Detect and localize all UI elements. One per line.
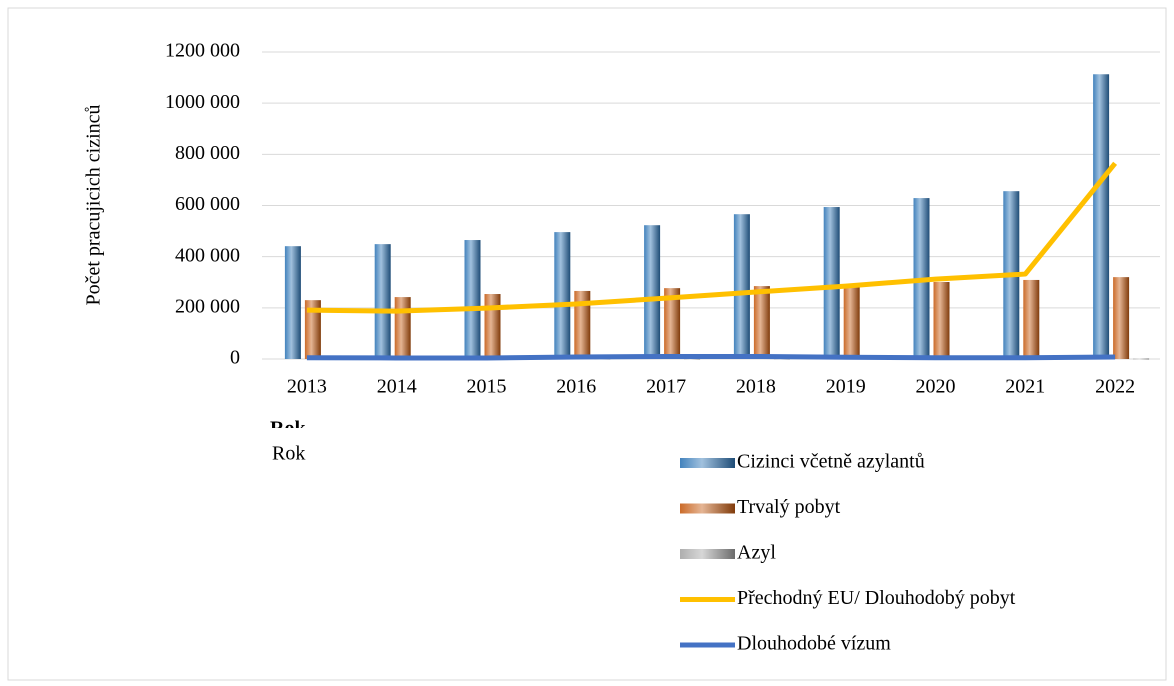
bar (664, 288, 681, 359)
x-tick-label: 2022 (1095, 376, 1135, 398)
legend-swatch (680, 503, 735, 514)
x-axis-title: Rok (272, 443, 305, 465)
bar (733, 214, 750, 359)
bar (394, 297, 411, 359)
bar (284, 246, 301, 359)
y-tick-label: 600 000 (175, 193, 240, 215)
bar (684, 358, 701, 360)
bar (574, 290, 591, 359)
y-tick-label: 1000 000 (165, 91, 240, 113)
y-tick-label: 400 000 (175, 244, 240, 266)
y-tick-label: 1200 000 (165, 40, 240, 62)
legend-label: Dlouhodobé vízum (737, 633, 891, 655)
y-tick-label: 200 000 (175, 295, 240, 317)
legend-swatch (680, 549, 735, 559)
legend-label: Azyl (737, 542, 776, 564)
x-tick-label: 2016 (556, 376, 596, 398)
x-tick-label: 2020 (916, 376, 956, 398)
bar (464, 240, 481, 359)
bar (823, 207, 840, 359)
bar (1113, 277, 1130, 359)
x-tick-label: 2019 (826, 376, 866, 398)
bar (554, 232, 571, 359)
bar (644, 225, 661, 359)
bar (1023, 279, 1040, 359)
x-axis-title-clipped: Rok (270, 418, 306, 440)
line-series (306, 353, 1116, 361)
y-tick-label: 800 000 (175, 142, 240, 164)
bar (843, 284, 860, 359)
x-tick-label: 2014 (377, 376, 417, 398)
bar (304, 300, 321, 359)
legend-label: Přechodný EU/ Dlouhodobý pobyt (737, 587, 1016, 609)
legend-swatch (680, 458, 735, 468)
y-tick-label: 0 (230, 347, 240, 369)
line-series (306, 161, 1118, 314)
legend-label: Cizinci včetně azylantů (737, 451, 925, 473)
x-tick-label: 2017 (646, 376, 686, 398)
x-tick-label: 2013 (287, 376, 327, 398)
bar (753, 286, 770, 359)
bar (484, 294, 501, 359)
bar (1133, 358, 1150, 360)
legend-label: Trvalý pobyt (737, 496, 841, 518)
y-axis-title: Počet pracujicich cizinců (83, 104, 105, 305)
x-tick-label: 2021 (1005, 376, 1045, 398)
x-tick-label: 2015 (467, 376, 507, 398)
bar (933, 281, 950, 359)
bar (374, 244, 391, 359)
x-tick-label: 2018 (736, 376, 776, 398)
bar (1093, 74, 1110, 359)
